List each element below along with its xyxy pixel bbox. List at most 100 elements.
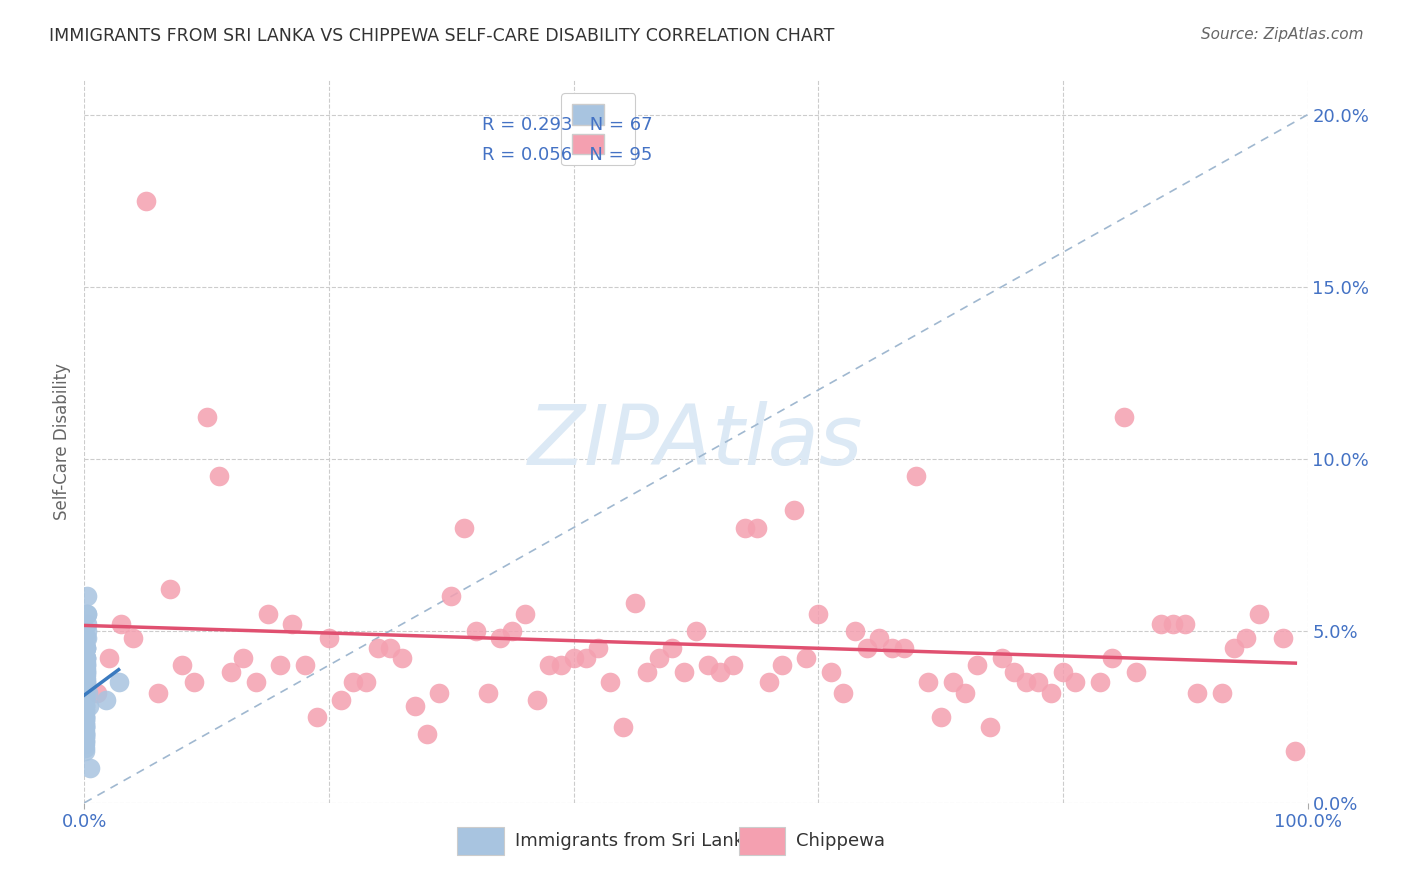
Point: [75, 720, 97, 734]
Point: [917, 675, 939, 690]
Point: [73, 740, 96, 755]
Point: [281, 616, 304, 631]
Point: [75, 686, 97, 700]
Point: [75, 716, 97, 731]
Point: [75, 689, 97, 703]
Point: [427, 686, 450, 700]
Point: [75, 696, 97, 710]
Point: [75, 640, 97, 655]
Point: [73, 727, 96, 741]
Point: [75, 651, 97, 665]
Point: [96, 692, 118, 706]
Point: [86, 686, 108, 700]
Point: [110, 616, 132, 631]
Text: Source: ZipAtlas.com: Source: ZipAtlas.com: [1201, 27, 1364, 42]
Point: [1236, 631, 1258, 645]
Point: [624, 596, 647, 610]
Point: [75, 675, 97, 690]
Point: [76, 624, 98, 638]
Point: [391, 651, 413, 665]
Point: [318, 631, 340, 645]
Point: [929, 710, 952, 724]
Text: R = 0.056   N = 95: R = 0.056 N = 95: [482, 145, 652, 164]
Point: [562, 651, 585, 665]
Point: [1101, 651, 1123, 665]
Point: [73, 734, 96, 748]
Point: [77, 699, 100, 714]
Point: [380, 640, 402, 655]
Point: [893, 640, 915, 655]
Point: [672, 665, 695, 679]
Point: [758, 675, 780, 690]
Point: [75, 706, 97, 721]
Point: [820, 665, 842, 679]
Point: [612, 720, 634, 734]
Point: [942, 675, 965, 690]
Point: [453, 520, 475, 534]
FancyBboxPatch shape: [457, 828, 503, 855]
Point: [75, 662, 97, 676]
Point: [122, 631, 145, 645]
Point: [831, 686, 853, 700]
Point: [721, 658, 744, 673]
Point: [1125, 665, 1147, 679]
Point: [73, 727, 96, 741]
Point: [807, 607, 830, 621]
Y-axis label: Self-Care Disability: Self-Care Disability: [53, 363, 72, 520]
Point: [146, 686, 169, 700]
Point: [709, 665, 731, 679]
Point: [966, 658, 988, 673]
Point: [208, 469, 231, 483]
Point: [513, 607, 536, 621]
Text: Chippewa: Chippewa: [796, 832, 886, 850]
Point: [734, 520, 756, 534]
Point: [77, 686, 100, 700]
Point: [73, 737, 96, 751]
Point: [685, 624, 707, 638]
Point: [1114, 410, 1136, 425]
Point: [75, 692, 97, 706]
Point: [404, 699, 426, 714]
Point: [354, 675, 377, 690]
Point: [844, 624, 866, 638]
Point: [76, 616, 98, 631]
Point: [526, 692, 548, 706]
Point: [661, 640, 683, 655]
Point: [599, 675, 621, 690]
Point: [550, 658, 572, 673]
Point: [159, 582, 181, 597]
Point: [75, 668, 97, 682]
Point: [75, 631, 97, 645]
Point: [294, 658, 316, 673]
Point: [905, 469, 928, 483]
Point: [75, 675, 97, 690]
Point: [697, 658, 720, 673]
Point: [75, 658, 97, 673]
Point: [73, 723, 96, 738]
Point: [76, 607, 98, 621]
Point: [1187, 686, 1209, 700]
Point: [75, 713, 97, 727]
Point: [75, 713, 97, 727]
Point: [219, 665, 242, 679]
Point: [183, 675, 205, 690]
Point: [195, 410, 218, 425]
Point: [75, 682, 97, 697]
Point: [73, 731, 96, 745]
Point: [770, 658, 793, 673]
Point: [73, 734, 96, 748]
Point: [172, 658, 194, 673]
Point: [76, 631, 98, 645]
Point: [1223, 640, 1246, 655]
Text: R = 0.293   N = 67: R = 0.293 N = 67: [482, 116, 652, 134]
Point: [1015, 675, 1038, 690]
Point: [257, 607, 280, 621]
Point: [880, 640, 903, 655]
Point: [1052, 665, 1074, 679]
Point: [979, 720, 1001, 734]
Point: [75, 665, 97, 679]
Point: [1284, 744, 1306, 758]
Point: [75, 699, 97, 714]
Point: [648, 651, 671, 665]
Point: [1002, 665, 1025, 679]
